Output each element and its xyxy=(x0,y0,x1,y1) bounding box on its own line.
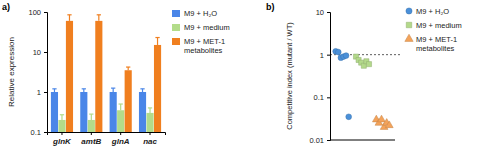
bar xyxy=(58,120,65,132)
tick-mark xyxy=(91,132,92,135)
panel-label: b) xyxy=(266,2,275,12)
axis-title: Relative expression xyxy=(7,37,16,107)
legend-marker xyxy=(406,8,412,14)
tick: 0.01 xyxy=(309,136,330,145)
legend-label: M9 + MET-1metabolites xyxy=(416,35,457,53)
axis-line xyxy=(48,133,166,136)
figure: a) 0.1 1 10 100 glnK amtB glnA nac Relative expre… xyxy=(0,0,500,154)
tick: 1 xyxy=(37,88,47,97)
panel-a: a) 0.1 1 10 100 glnK amtB glnA nac Relative expre… xyxy=(2,2,230,146)
tick-label: nac xyxy=(143,137,157,146)
tick-label: 1 xyxy=(320,51,324,60)
tick: 10 xyxy=(33,48,47,57)
error-bar xyxy=(82,89,86,92)
x-axis-line xyxy=(330,140,395,141)
tick-label: 0.1 xyxy=(314,93,324,102)
error-bar xyxy=(60,115,64,120)
tick-mark xyxy=(150,132,151,135)
legend-marker xyxy=(406,22,411,27)
axis-line xyxy=(44,13,48,133)
tick-label: 10 xyxy=(33,48,41,57)
legend-label: M9 + medium xyxy=(184,23,230,32)
tick-label: glnK xyxy=(52,137,72,146)
tick-label: 10 xyxy=(316,8,324,17)
error-bar xyxy=(140,89,144,92)
tick-label: 100 xyxy=(28,8,41,17)
error-bar xyxy=(155,38,159,45)
plot-area xyxy=(333,48,393,129)
panel-label: a) xyxy=(2,2,10,12)
tick: 100 xyxy=(28,8,47,17)
tick-label: glnA xyxy=(111,137,130,146)
error-bar xyxy=(97,15,101,21)
bar xyxy=(139,92,146,132)
axis-title: Competitive index (mutant / WT) xyxy=(285,22,294,130)
bar xyxy=(51,92,58,132)
error-bar xyxy=(126,67,130,70)
bar xyxy=(110,92,117,132)
error-bar xyxy=(111,88,115,92)
x-axis: glnK amtB glnA nac xyxy=(48,132,166,146)
error-bar xyxy=(52,89,56,92)
point xyxy=(366,62,371,67)
error-bar xyxy=(148,108,152,113)
tick-mark xyxy=(61,132,62,135)
panel-b: b) 0.01 0.1 1 10 Competitive index (mutant / … xyxy=(266,2,462,145)
tick-mark xyxy=(44,12,47,13)
bar xyxy=(154,45,161,132)
bar xyxy=(146,113,153,132)
tick-mark xyxy=(44,52,47,53)
tick-label: amtB xyxy=(81,137,101,146)
tick-mark xyxy=(327,55,330,56)
tick-mark xyxy=(327,12,330,13)
legend-marker xyxy=(405,34,413,41)
tick: amtB xyxy=(81,132,101,146)
tick-mark xyxy=(327,140,330,141)
legend-label: M9 + MET-1metabolites xyxy=(184,37,225,55)
tick-label: 0.1 xyxy=(31,128,41,137)
tick: 10 xyxy=(316,8,330,17)
tick: glnA xyxy=(111,132,130,146)
point xyxy=(343,53,349,59)
error-bar xyxy=(119,104,123,110)
legend-label: M9 + H₂O xyxy=(184,9,217,18)
bar xyxy=(88,120,95,132)
plot-area xyxy=(51,15,161,132)
legend: M9 + H₂O M9 + medium M9 + MET-1metabolites xyxy=(172,9,230,55)
point xyxy=(378,115,386,122)
bar xyxy=(66,21,73,132)
point xyxy=(335,49,341,55)
legend: M9 + H₂O M9 + medium M9 + MET-1metabolites xyxy=(405,7,462,53)
point xyxy=(346,114,352,120)
legend-label: M9 + H₂O xyxy=(416,7,449,16)
legend-label: M9 + medium xyxy=(416,21,462,30)
legend-swatch xyxy=(172,38,180,45)
tick-label: 1 xyxy=(37,88,41,97)
point xyxy=(385,121,393,128)
tick: glnK xyxy=(52,132,72,146)
bar xyxy=(117,110,124,132)
legend-swatch xyxy=(172,10,180,17)
tick-mark xyxy=(44,92,47,93)
axis-line xyxy=(327,13,331,141)
tick-mark xyxy=(327,97,330,98)
tick-mark xyxy=(44,132,47,133)
y-axis: 0.01 0.1 1 10 xyxy=(309,8,330,145)
legend-swatch xyxy=(172,24,180,31)
tick: 0.1 xyxy=(314,93,330,102)
bar xyxy=(95,21,102,132)
error-bar xyxy=(67,15,71,21)
y-axis: 0.1 1 10 100 xyxy=(28,8,47,137)
tick-mark xyxy=(120,132,121,135)
bar xyxy=(125,70,132,132)
tick-label: 0.01 xyxy=(309,136,324,145)
bar xyxy=(80,92,87,132)
tick: nac xyxy=(143,132,157,146)
error-bar xyxy=(89,114,93,120)
tick: 0.1 xyxy=(31,128,47,137)
tick: 1 xyxy=(320,51,330,60)
